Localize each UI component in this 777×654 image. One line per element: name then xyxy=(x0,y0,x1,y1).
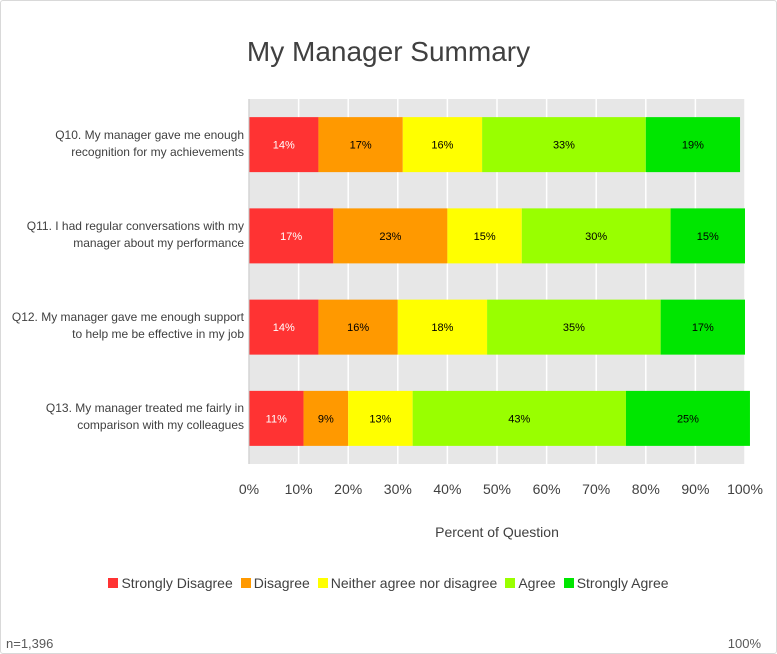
data-label: 11% xyxy=(266,413,287,425)
bar-segment xyxy=(318,299,398,355)
legend-label: Strongly Disagree xyxy=(121,575,233,591)
data-label: 14% xyxy=(273,322,295,334)
legend-label: Neither agree nor disagree xyxy=(330,575,498,591)
bar-segment xyxy=(521,208,671,264)
legend-item: Strongly Agree xyxy=(563,575,669,591)
bar-segment xyxy=(333,208,448,264)
legend-swatch xyxy=(317,578,328,588)
bar-segment xyxy=(249,299,319,355)
legend-item: Agree xyxy=(505,575,556,591)
category-label: Q13. My manager treated me fairly in comp… xyxy=(8,400,244,434)
bar-segment xyxy=(348,390,413,446)
data-label: 17% xyxy=(350,140,372,152)
legend: Strongly Disagree Disagree Neither agree n… xyxy=(0,575,777,591)
data-label: 16% xyxy=(347,322,369,334)
x-tick-label: 60% xyxy=(533,481,561,497)
category-label-line: comparison with my colleagues xyxy=(77,418,244,433)
legend-label: Disagree xyxy=(253,575,310,591)
bar-segment xyxy=(660,299,745,355)
legend-swatch xyxy=(240,578,251,588)
x-tick-label: 90% xyxy=(681,481,709,497)
data-label: 33% xyxy=(553,140,575,152)
x-tick-label: 30% xyxy=(384,481,412,497)
category-label: Q10. My manager gave me enough recognitio… xyxy=(8,127,244,161)
x-tick-label: 0% xyxy=(239,481,259,497)
bar-segment xyxy=(318,117,403,173)
category-label-line: Q11. I had regular conversations with my xyxy=(26,218,244,233)
x-tick-label: 10% xyxy=(285,481,313,497)
data-label: 13% xyxy=(369,413,391,425)
data-label: 15% xyxy=(697,231,719,243)
category-label-line: manager about my performance xyxy=(73,235,244,250)
category-label: Q12. My manager gave me enough support to… xyxy=(8,309,244,343)
bar-segment xyxy=(402,117,483,173)
data-label: 14% xyxy=(273,140,295,152)
bar-segment xyxy=(625,390,750,446)
data-label: 18% xyxy=(431,322,453,334)
x-tick-label: 100% xyxy=(727,481,763,497)
data-label: 16% xyxy=(431,140,453,152)
legend-label: Agree xyxy=(518,575,556,591)
bar-segment xyxy=(670,208,745,264)
bar-segment xyxy=(645,117,741,173)
legend-item: Disagree xyxy=(240,575,310,591)
data-label: 25% xyxy=(677,413,699,425)
x-tick-label: 50% xyxy=(483,481,511,497)
bar-segment xyxy=(412,390,626,446)
data-label: 30% xyxy=(585,231,607,243)
data-label: 19% xyxy=(682,140,704,152)
bar-segment xyxy=(482,117,646,173)
legend-item: Neither agree nor disagree xyxy=(317,575,498,591)
data-label: 9% xyxy=(318,413,334,425)
bar-segment xyxy=(447,208,522,264)
legend-item: Strongly Disagree xyxy=(108,575,233,591)
data-label: 17% xyxy=(692,322,714,334)
data-label: 35% xyxy=(563,322,585,334)
legend-swatch xyxy=(563,578,574,588)
category-label: Q11. I had regular conversations with my… xyxy=(8,218,244,252)
bar-segment xyxy=(397,299,488,355)
data-label: 17% xyxy=(280,231,302,243)
legend-swatch xyxy=(108,578,119,588)
x-axis-title: Percent of Question xyxy=(435,524,559,540)
category-label-line: Q12. My manager gave me enough support xyxy=(11,310,244,325)
category-label-line: to help me be effective in my job xyxy=(72,327,244,342)
bar-segment xyxy=(249,117,319,173)
data-label: 15% xyxy=(474,231,496,243)
bar-segment xyxy=(303,390,349,446)
sample-size-note: n=1,396 xyxy=(6,636,54,651)
category-label-line: recognition for my achievements xyxy=(71,144,244,159)
x-tick-label: 70% xyxy=(582,481,610,497)
data-label: 23% xyxy=(379,231,401,243)
data-label: 43% xyxy=(508,413,530,425)
bar-segment xyxy=(249,208,334,264)
x-tick-label: 20% xyxy=(334,481,362,497)
chart-title: My Manager Summary xyxy=(246,36,531,67)
legend-swatch xyxy=(505,578,516,588)
bar-segment xyxy=(487,299,661,355)
legend-label: Strongly Agree xyxy=(576,575,669,591)
zoom-level: 100% xyxy=(727,636,761,651)
x-tick-label: 80% xyxy=(632,481,660,497)
bar-segment xyxy=(249,390,304,446)
category-label-line: Q13. My manager treated me fairly in xyxy=(45,401,244,416)
category-label-line: Q10. My manager gave me enough xyxy=(55,127,244,142)
x-tick-label: 40% xyxy=(433,481,461,497)
